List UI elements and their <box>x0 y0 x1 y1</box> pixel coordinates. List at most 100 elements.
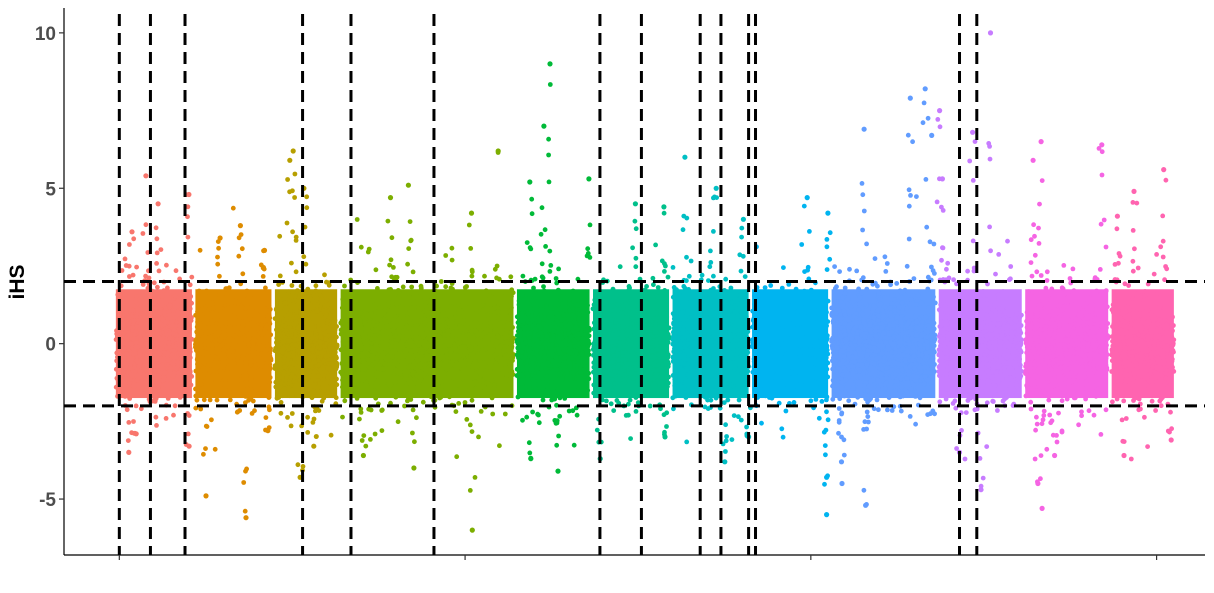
data-point <box>542 349 547 355</box>
data-point <box>556 371 562 377</box>
data-point <box>369 355 375 360</box>
data-point <box>133 344 139 350</box>
data-point <box>648 325 654 331</box>
data-point <box>578 331 584 337</box>
data-point <box>410 355 416 360</box>
data-point <box>201 397 207 403</box>
chromosome-6-points <box>590 201 672 462</box>
data-point <box>393 309 398 315</box>
data-point <box>482 339 488 344</box>
data-point <box>152 372 157 377</box>
data-point <box>254 350 259 356</box>
data-point <box>300 464 306 469</box>
data-point <box>483 288 489 294</box>
data-point <box>313 288 319 294</box>
data-point <box>424 343 430 349</box>
data-point <box>557 413 563 419</box>
data-point <box>365 325 371 330</box>
data-point <box>197 324 203 330</box>
data-point <box>325 389 331 395</box>
data-point <box>496 316 502 322</box>
data-point <box>471 393 476 399</box>
chromosome-5-points <box>514 61 593 474</box>
data-point <box>659 319 664 325</box>
data-point <box>374 292 380 298</box>
data-point <box>212 446 218 452</box>
data-point <box>215 261 221 267</box>
data-point <box>243 305 249 311</box>
data-point <box>440 317 446 323</box>
data-point <box>132 332 137 337</box>
data-point <box>434 303 440 309</box>
data-point <box>640 294 646 299</box>
chromosome-2-points <box>193 205 274 521</box>
data-point <box>454 454 460 460</box>
data-point <box>290 353 296 358</box>
data-point <box>607 297 612 303</box>
data-point <box>161 288 167 294</box>
data-point <box>203 493 209 499</box>
data-point <box>228 312 234 318</box>
data-point <box>635 361 640 366</box>
data-point <box>651 381 657 386</box>
data-point <box>248 382 254 388</box>
data-point <box>178 303 184 308</box>
data-point <box>622 343 628 349</box>
data-point <box>543 298 549 304</box>
data-point <box>378 317 383 323</box>
data-point <box>313 434 319 439</box>
data-point <box>530 409 535 415</box>
data-point <box>330 346 335 351</box>
data-point <box>557 350 563 356</box>
data-point <box>550 301 555 307</box>
data-point <box>407 325 412 331</box>
data-point <box>527 341 533 347</box>
data-point <box>346 350 352 356</box>
data-point <box>166 345 172 350</box>
data-point <box>628 436 633 441</box>
data-point <box>355 374 360 380</box>
data-point <box>628 297 634 303</box>
data-point <box>341 382 347 387</box>
data-point <box>437 356 443 362</box>
data-point <box>406 246 412 252</box>
data-point <box>604 398 609 404</box>
data-point <box>342 321 348 327</box>
data-point <box>237 223 243 229</box>
data-point <box>303 261 309 267</box>
data-point <box>133 369 138 374</box>
data-point <box>329 384 335 390</box>
data-point <box>175 360 181 366</box>
data-point <box>334 376 339 382</box>
data-point <box>574 302 579 308</box>
data-point <box>245 301 251 307</box>
data-point <box>357 310 363 316</box>
data-point <box>385 218 391 224</box>
data-point <box>407 219 413 225</box>
data-point <box>117 349 123 355</box>
data-point <box>653 321 658 327</box>
data-point <box>418 285 424 291</box>
data-point <box>647 403 653 409</box>
data-point <box>125 438 131 443</box>
data-point <box>210 342 215 348</box>
data-point <box>166 309 172 315</box>
data-point <box>456 311 462 316</box>
data-point <box>649 348 655 354</box>
data-point <box>482 273 487 279</box>
data-point <box>385 353 391 359</box>
data-point <box>272 366 278 371</box>
data-point <box>363 330 369 335</box>
data-point <box>277 273 283 279</box>
data-point <box>377 305 382 311</box>
data-point <box>334 382 340 388</box>
data-point <box>153 299 158 305</box>
data-point <box>296 348 302 353</box>
data-point <box>515 394 521 400</box>
data-point <box>142 336 148 341</box>
data-point <box>378 355 384 361</box>
data-point <box>242 508 248 514</box>
data-point <box>217 306 223 312</box>
data-point <box>304 194 310 200</box>
data-point <box>519 385 525 390</box>
